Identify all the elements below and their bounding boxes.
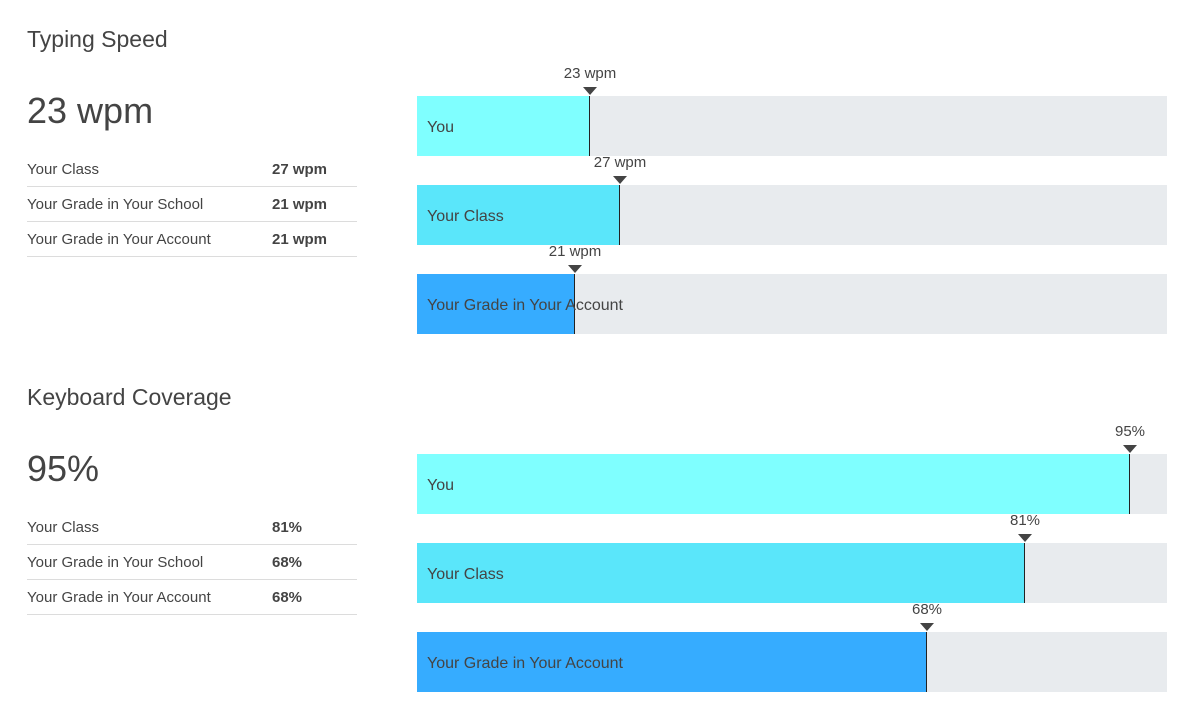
- bar-label: You: [427, 119, 454, 136]
- bar-marker-label: 68%: [911, 601, 943, 618]
- bar-value-line: [1129, 454, 1130, 514]
- bar-marker-label: 95%: [1114, 423, 1146, 440]
- row-label: Your Class: [27, 160, 99, 178]
- bar-track: Your Class: [417, 543, 1167, 603]
- bar-marker-arrow: [920, 623, 934, 631]
- bar-track: Your Class: [417, 185, 1167, 245]
- table-row: Your Class 27 wpm: [27, 152, 357, 187]
- bar-marker-label: 27 wpm: [593, 154, 647, 171]
- bar-label: Your Class: [427, 566, 504, 583]
- bar-marker-label: 23 wpm: [563, 65, 617, 82]
- bar-fill: [417, 274, 575, 334]
- bar-marker-arrow: [613, 176, 627, 184]
- table-row: Your Grade in Your Account 21 wpm: [27, 222, 357, 257]
- bar-marker-label: 21 wpm: [548, 243, 602, 260]
- table-row: Your Class 81%: [27, 510, 357, 545]
- bar-label: You: [427, 477, 454, 494]
- row-label: Your Grade in Your School: [27, 553, 204, 571]
- row-value: 21 wpm: [272, 230, 328, 248]
- keyboard-coverage-section: Keyboard Coverage 95% Your Class 81% You…: [0, 358, 1189, 716]
- bar-track: Your Grade in Your Account: [417, 274, 1167, 334]
- bar-chart: 95% You 81% Your Class 68% Your Grade in…: [417, 358, 1167, 716]
- table-row: Your Grade in Your Account 68%: [27, 580, 357, 615]
- bar-value-line: [1024, 543, 1025, 603]
- typing-speed-section: Typing Speed 23 wpm Your Class 27 wpm Yo…: [0, 0, 1189, 358]
- bar-value-line: [589, 96, 590, 156]
- row-label: Your Class: [27, 518, 99, 536]
- bar-value-line: [619, 185, 620, 245]
- bar-marker-label: 81%: [1009, 512, 1041, 529]
- bar-track: You: [417, 454, 1167, 514]
- row-value: 81%: [272, 518, 303, 536]
- bar-marker-arrow: [1123, 445, 1137, 453]
- bar-track: Your Grade in Your Account: [417, 632, 1167, 692]
- table-row: Your Grade in Your School 21 wpm: [27, 187, 357, 222]
- row-label: Your Grade in Your Account: [27, 230, 211, 248]
- table-row: Your Grade in Your School 68%: [27, 545, 357, 580]
- bar-label: Your Grade in Your Account: [427, 297, 623, 314]
- bar-fill: [417, 454, 1130, 514]
- section-title: Keyboard Coverage: [27, 384, 232, 410]
- bar-fill: [417, 543, 1025, 603]
- row-value: 68%: [272, 588, 303, 606]
- section-title: Typing Speed: [27, 26, 168, 52]
- row-value: 27 wpm: [272, 160, 328, 178]
- row-value: 68%: [272, 553, 303, 571]
- bar-value-line: [926, 632, 927, 692]
- bar-marker-arrow: [1018, 534, 1032, 542]
- bar-label: Your Grade in Your Account: [427, 655, 623, 672]
- bar-marker-arrow: [568, 265, 582, 273]
- bar-fill: [417, 632, 927, 692]
- headline-value: 95%: [27, 448, 100, 489]
- row-value: 21 wpm: [272, 195, 328, 213]
- bar-marker-arrow: [583, 87, 597, 95]
- row-label: Your Grade in Your Account: [27, 588, 211, 606]
- bar-fill: [417, 96, 590, 156]
- row-label: Your Grade in Your School: [27, 195, 204, 213]
- comparison-table: Your Class 27 wpm Your Grade in Your Sch…: [27, 152, 357, 257]
- comparison-table: Your Class 81% Your Grade in Your School…: [27, 510, 357, 615]
- bar-chart: 23 wpm You 27 wpm Your Class 21 wpm Your…: [417, 0, 1167, 358]
- bar-label: Your Class: [427, 208, 504, 225]
- headline-value: 23 wpm: [27, 90, 154, 131]
- bar-fill: [417, 185, 620, 245]
- bar-track: You: [417, 96, 1167, 156]
- bar-value-line: [574, 274, 575, 334]
